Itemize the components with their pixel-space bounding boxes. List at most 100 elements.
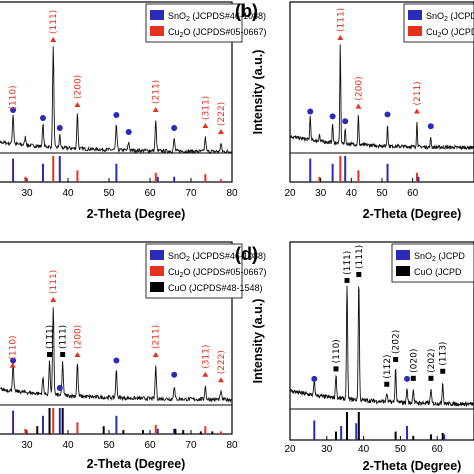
peak-label: (211) [152,80,162,104]
legend-label: Cu2O (JCPDS#05-0667) [168,27,266,39]
sno2-dot-marker [56,125,63,131]
x-tick-label: 40 [346,188,358,199]
peak-label: (110) [332,339,342,363]
sno2-dot-marker [39,115,46,121]
xrd-trace [289,44,474,151]
y-axis-title: Intensity (a.u.) [251,50,265,135]
x-tick-label: 30 [21,440,33,451]
sno2-dot-marker [125,129,132,135]
legend-swatch [150,250,164,260]
panel-3: (110)(111)(200) (211)(311) (222)(11̄1) (111… [0,241,266,471]
peak-label: (311) [201,345,211,369]
plot-frame [289,241,474,441]
x-tick-label: 50 [103,440,115,451]
peak-label: (11̄1) [46,325,56,349]
x-tick-label: 20 [284,188,296,199]
peak-label: (111) [49,270,59,294]
sno2-dot-marker [329,113,336,120]
x-tick-label: 30 [315,188,327,199]
legend-label: CuO (JCPDS#48-1548) [168,283,263,293]
peak-triangle-marker [202,371,209,377]
peak-square-marker [384,381,390,387]
peak-triangle-marker [152,352,159,357]
peak-label: (222) [217,350,227,374]
peak-triangle-marker [217,129,224,134]
peak-label: (110) [9,335,19,359]
peak-label: (222) [217,102,227,126]
panel-label: (b) [235,1,258,21]
peak-square-marker [393,356,399,362]
peak-triangle-marker [413,108,420,114]
sno2-dot-marker [10,357,17,364]
xrd-trace [0,307,233,403]
legend: SnO2 (JCPDS#46-1088) Cu2O (JCPDS#05-0667) [145,3,266,43]
peak-label: (11̄3) [439,342,449,366]
x-tick-label: 50 [103,188,115,199]
x-tick-label: 50 [376,188,388,199]
peak-triangle-marker [202,123,209,128]
peak-label: (111) [49,10,59,34]
peak-label: (202) [427,349,437,373]
x-tick-label: 40 [62,188,74,199]
xrd-trace [289,285,474,408]
peak-label: (11̄2) [383,355,393,379]
x-axis-title: 2-Theta (Degree) [363,459,462,473]
peak-label: (211) [413,81,423,105]
x-tick-label: 80 [226,188,238,199]
legend-label: SnO2 (JCPD [414,251,465,263]
peak-triangle-marker [152,107,159,112]
sno2-dot-marker [404,375,411,382]
legend-swatch [396,250,410,260]
x-tick-label: 70 [185,440,197,451]
sno2-dot-marker [307,108,314,115]
peak-square-marker [47,352,53,357]
peak-label: (110) [9,85,19,109]
sno2-dot-marker [113,112,120,118]
sno2-dot-marker [342,118,349,125]
panel-1: (110) (111) (200) (211) (311) (222) SnO2 (JCPD… [0,1,266,221]
peak-label: (200) [73,75,83,99]
sno2-dot-marker [10,107,17,113]
panel-2: (111) (200) (211) SnO2 (JCPDS#4Cu2O (JCPDS#… [235,1,474,221]
legend-swatch [408,10,422,20]
x-tick-label: 30 [21,188,33,199]
peak-square-marker [333,366,339,372]
legend-label: SnO2 (JCPDS#46-1088) [168,11,266,23]
peak-label: (111) [355,245,365,269]
x-tick-label: 50 [395,444,407,455]
peak-triangle-marker [337,35,344,40]
peak-label: (020) [409,349,419,373]
x-axis-title: 2-Theta (Degree) [363,207,462,221]
legend-label: CuO (JCPD [414,267,462,277]
peak-triangle-marker [74,352,81,357]
panel-4: (110) (11̄1) (111) (11̄2)(20̄2) (020) (202) (1… [235,241,474,473]
x-tick-label: 40 [358,444,370,455]
peak-label: (20̄2) [392,330,402,354]
peak-square-marker [344,277,350,283]
x-axis-title: 2-Theta (Degree) [87,457,186,471]
legend-swatch [396,266,410,276]
x-tick-label: 30 [321,444,333,455]
peak-square-marker [440,368,446,374]
sno2-dot-marker [311,375,318,382]
x-tick-label: 60 [144,188,156,199]
x-tick-label: 70 [185,188,197,199]
x-axis-title: 2-Theta (Degree) [87,207,186,221]
peak-triangle-marker [217,377,224,383]
peak-triangle-marker [50,297,57,302]
peak-label: (200) [73,325,83,349]
legend-swatch [150,266,164,276]
legend-swatch [150,10,164,20]
sno2-dot-marker [171,125,178,131]
panel-label: (d) [235,244,258,264]
peak-square-marker [356,272,362,277]
peak-label: (111) [59,325,69,349]
sno2-dot-marker [384,111,391,118]
legend-label: SnO2 (JCPDS#46-1088) [168,251,266,263]
legend: SnO2 (JCPDS#46-1088) Cu2O (JCPDS#05-0667)… [145,243,266,299]
legend: SnO2 (JCPDS#4Cu2O (JCPDS# [403,3,474,43]
peak-triangle-marker [9,362,16,368]
y-axis-title: Intensity (a.u.) [251,299,265,384]
x-tick-label: 20 [284,444,296,455]
